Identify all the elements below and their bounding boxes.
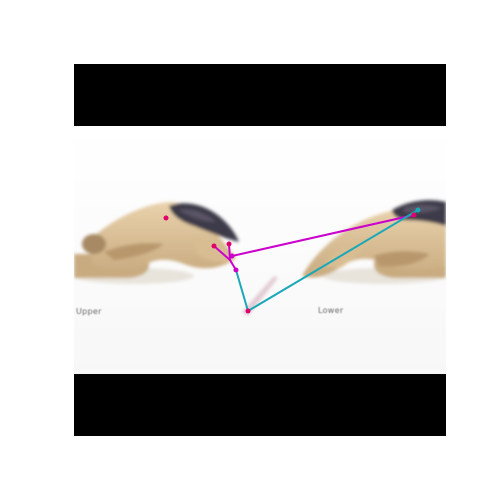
letterbox-bottom-bar (74, 374, 446, 436)
caption-left: Upper (76, 307, 102, 316)
mat-strip (242, 276, 278, 316)
keypoint (229, 253, 235, 259)
skeleton-edge (247, 209, 419, 312)
keypoint (245, 308, 251, 314)
skeleton-edge (235, 269, 249, 312)
skeleton-edge (231, 214, 415, 257)
photo (74, 126, 446, 374)
keypoint (226, 241, 232, 247)
letterbox-top-bar (74, 64, 446, 126)
keypoint (163, 215, 169, 221)
keypoint (211, 243, 217, 249)
skeleton-edge (228, 243, 231, 261)
keypoint (415, 207, 421, 213)
skeleton-edge (213, 245, 231, 261)
caption-right: Lower (318, 306, 344, 315)
keypoint (411, 212, 417, 218)
pose-skeleton (163, 207, 421, 314)
keypoint (233, 267, 239, 273)
